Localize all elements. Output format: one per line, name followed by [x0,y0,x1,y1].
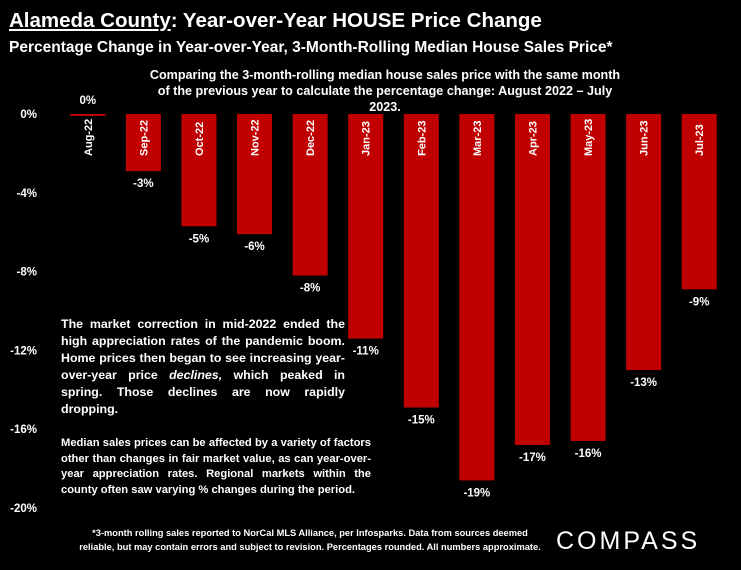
category-label: Jul-23 [694,124,706,156]
market-commentary: The market correction in mid-2022 ended … [61,316,345,418]
compass-logo: COMPASS [556,527,701,555]
bar-mar-23 [459,114,495,481]
y-tick-label: -12% [10,345,37,357]
y-tick-label: -20% [10,503,37,515]
data-label: -8% [300,283,320,295]
market-commentary-emphasis: declines, [169,368,223,382]
data-label: -13% [630,377,657,389]
category-label: Aug-22 [83,119,95,156]
data-label: -5% [189,233,209,245]
y-tick-label: -8% [17,267,37,279]
data-label: -16% [575,448,602,460]
category-label: Apr-23 [527,121,539,156]
category-label: Mar-23 [472,121,484,156]
bar-jan-23 [348,114,384,339]
bar-aug-22 [70,114,106,116]
footnote: *3-month rolling sales reported to NorCa… [79,528,541,552]
disclaimer-note: Median sales prices can be affected by a… [61,437,371,496]
data-label: -17% [519,452,546,464]
category-label: Sep-22 [138,120,150,156]
methodology-note: Comparing the 3-month-rolling median hou… [149,68,621,114]
data-label: -11% [353,346,379,358]
category-label: May-23 [583,119,595,156]
bar-dec-22 [292,114,328,276]
bar-nov-22 [237,114,273,235]
y-tick-label: -16% [10,424,37,436]
bar-feb-23 [403,114,439,408]
category-label: Feb-23 [416,121,428,156]
bar-apr-23 [514,114,550,445]
data-label: 0% [79,95,96,107]
data-label: -19% [463,487,490,499]
bar-jul-23 [681,114,717,290]
data-label: -6% [244,241,264,253]
bar-jun-23 [626,114,662,371]
title-rest: : Year-over-Year HOUSE Price Change [170,9,542,32]
category-label: Nov-22 [250,119,262,156]
y-tick-label: -4% [17,188,37,200]
data-label: -9% [689,296,709,308]
bar-oct-22 [181,114,217,227]
market-commentary-part-1: The market correction in mid-2022 ended … [61,317,345,382]
category-label: Jun-23 [639,121,651,156]
market-commentary-part-2: which peaked in spring. Those declines a… [61,368,345,416]
data-label: -3% [133,178,153,190]
category-label: Jan-23 [361,121,373,156]
chart-subtitle: Percentage Change in Year-over-Year, 3-M… [9,39,613,56]
title-county: Alameda County [9,9,171,32]
data-label: -15% [408,415,435,427]
y-tick-label: 0% [20,109,37,121]
category-label: Oct-22 [194,122,206,156]
category-label: Dec-22 [305,120,317,156]
bar-sep-22 [125,114,161,172]
bar-may-23 [570,114,606,442]
chart-title: Alameda County: Year-over-Year HOUSE Pri… [9,9,542,33]
